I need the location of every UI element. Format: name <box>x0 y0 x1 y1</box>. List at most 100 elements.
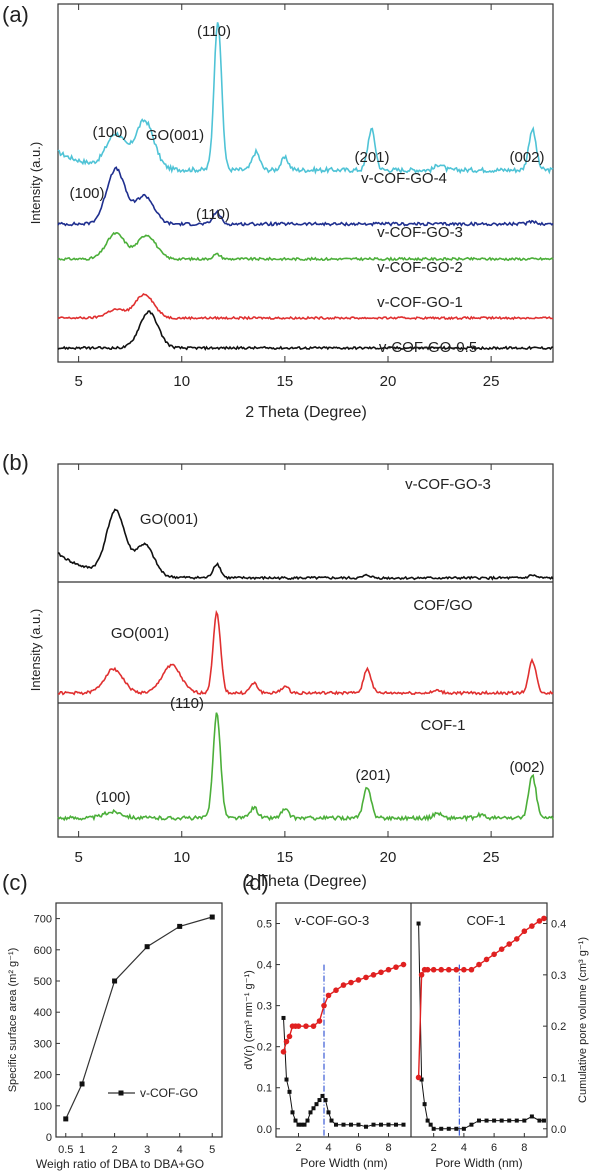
y-tick-label: 600 <box>34 945 52 957</box>
dv-point <box>529 1114 534 1119</box>
annot-b-go001-mid: GO(001) <box>111 625 169 642</box>
label-b-cof-go: COF/GO <box>413 597 472 614</box>
dv-point <box>296 1122 301 1127</box>
x-tick-label: 15 <box>277 849 294 866</box>
plot-c-frame <box>55 902 223 1138</box>
cumulative-point <box>316 1018 323 1024</box>
cumulative-point <box>453 966 460 973</box>
series-line-v-COF-GO-3 <box>57 508 554 581</box>
cumulative-point <box>393 964 399 970</box>
annot-a-110-mid: (110) <box>196 206 230 223</box>
dv-point <box>305 1118 310 1123</box>
series-line-COF-1 <box>57 712 554 822</box>
dv-point <box>299 1122 304 1127</box>
x-tick-label: 6 <box>491 1142 497 1154</box>
legend-c-label: v-COF-GO <box>140 1086 198 1100</box>
plot-a-frame <box>57 3 554 363</box>
y-tick-label: 200 <box>34 1070 52 1082</box>
series-line-v-COF-GO-1 <box>57 292 554 321</box>
x-tick-label: 5 <box>74 849 82 866</box>
cumulative-point <box>424 966 431 973</box>
annot-b-100: (100) <box>95 789 130 806</box>
y-tick-label: 100 <box>34 1101 52 1113</box>
annot-a-100-top: (100) <box>92 124 127 141</box>
dv-point <box>284 1077 289 1082</box>
cumulative-line <box>282 963 404 1052</box>
plot-d-ylabel-right: Cumulative pore volume (cm³ g⁻¹) <box>577 937 589 1103</box>
x-tick-label: 0.5 <box>58 1144 73 1156</box>
label-b-v-cof-go-3: v-COF-GO-3 <box>405 476 491 493</box>
cumulative-point <box>418 972 425 978</box>
annot-a-100-mid: (100) <box>69 185 104 202</box>
dv-point <box>446 1126 451 1131</box>
plot-c-xlabel: Weigh ratio of DBA to DBA+GO <box>36 1157 204 1171</box>
cumulative-point <box>400 961 407 968</box>
y-tick-label: 700 <box>34 914 52 926</box>
cumulative-point <box>461 966 467 973</box>
cumulative-point <box>286 1033 293 1040</box>
y-tick-label-right: 0.3 <box>551 970 566 982</box>
cumulative-point <box>415 1074 422 1081</box>
x-tick-label: 2 <box>431 1142 437 1154</box>
data-point <box>209 914 215 920</box>
cumulative-point <box>378 969 384 976</box>
label-d-cof-1: COF-1 <box>467 913 506 928</box>
y-tick-label-right: 0.2 <box>551 1021 566 1033</box>
cumulative-point <box>468 966 475 973</box>
x-tick-label: 10 <box>173 849 190 866</box>
panel-b-plot: Intensity (a.u.) 2 Theta (Degree) 5 10 15 2… <box>28 463 554 890</box>
data-point <box>63 1116 69 1122</box>
cumulative-point <box>283 1038 290 1045</box>
series-line-v-COF-GO-2 <box>57 231 554 262</box>
label-v-cof-go-0.5: v-COF-GO-0.5 <box>379 339 477 356</box>
x-tick-label: 6 <box>355 1142 361 1154</box>
cumulative-point <box>385 966 392 973</box>
cumulative-point <box>310 1023 317 1029</box>
dv-point <box>386 1122 391 1127</box>
series-line-COF/GO <box>57 609 554 696</box>
panel-label-c: (c) <box>2 870 28 895</box>
dv-point <box>290 1110 295 1115</box>
dv-point <box>454 1126 459 1131</box>
cumulative-point <box>430 966 437 973</box>
cumulative-point <box>498 946 505 952</box>
y-tick-label: 0.0 <box>257 1124 272 1136</box>
panel-label-d: (d) <box>242 870 269 895</box>
panel-c-plot: Specific surface area (m² g⁻¹) Weigh rat… <box>7 902 223 1171</box>
dv-point <box>320 1093 325 1098</box>
dv-point <box>364 1124 368 1129</box>
cumulative-point <box>513 936 520 942</box>
annot-b-201: (201) <box>355 767 390 784</box>
dv-point <box>461 1126 466 1131</box>
cumulative-point <box>476 961 482 968</box>
x-tick-label: 4 <box>325 1142 331 1154</box>
dv-point <box>394 1122 398 1127</box>
dv-point <box>469 1122 474 1127</box>
y-tick-label: 0.2 <box>257 1042 272 1054</box>
annot-a-201: (201) <box>354 149 389 166</box>
dv-point <box>431 1126 436 1131</box>
x-tick-label: 20 <box>380 373 397 390</box>
dv-point <box>522 1118 527 1123</box>
x-tick-label: 8 <box>521 1142 527 1154</box>
dv-point <box>492 1118 497 1123</box>
y-tick-label-right: 0.0 <box>551 1124 566 1136</box>
dv-point <box>416 921 421 926</box>
cumulative-point <box>321 1002 327 1009</box>
panel-label-b: (b) <box>2 450 29 475</box>
data-point <box>144 944 150 950</box>
cumulative-point <box>295 1023 302 1029</box>
x-tick-label: 5 <box>209 1144 215 1156</box>
label-v-cof-go-1: v-COF-GO-1 <box>377 294 463 311</box>
dv-point <box>326 1110 331 1115</box>
cumulative-point <box>333 987 339 994</box>
cumulative-point <box>303 1023 309 1029</box>
dv-point <box>514 1118 519 1123</box>
data-point <box>79 1081 85 1087</box>
y-tick-label-right: 0.1 <box>551 1072 566 1084</box>
dv-point <box>356 1122 361 1127</box>
annot-b-002: (002) <box>509 759 544 776</box>
plot-c-ylabel: Specific surface area (m² g⁻¹) <box>7 948 19 1093</box>
dv-point <box>281 1015 286 1020</box>
